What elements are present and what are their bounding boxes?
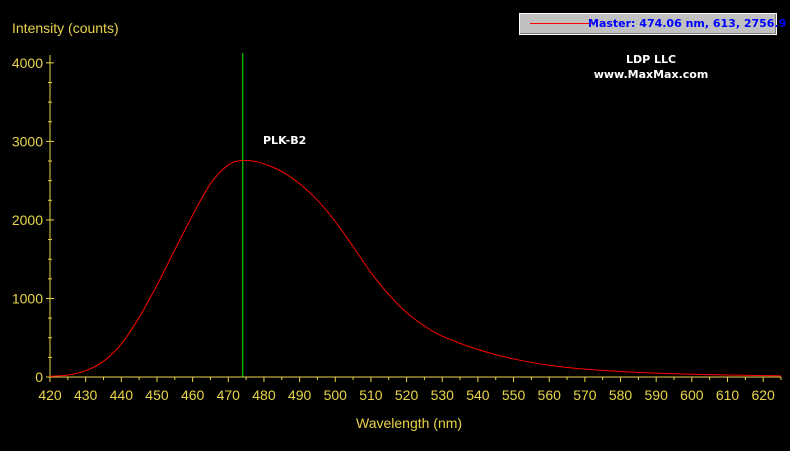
x-tick-label: 430 [74, 387, 98, 403]
x-tick-label: 560 [538, 387, 562, 403]
series-line-master [49, 159, 782, 377]
x-tick-label: 590 [645, 387, 669, 403]
ticks: 420 430 440 450 460 470 480 490 500 510 520 530 540 5… [12, 55, 782, 403]
y-tick-label: 4000 [12, 55, 43, 71]
plot-area [49, 53, 782, 377]
y-tick-label: 2000 [12, 212, 43, 228]
x-tick-label: 440 [110, 387, 134, 403]
x-tick-label: 460 [181, 387, 205, 403]
x-tick-label: 570 [573, 387, 597, 403]
x-tick-label: 450 [145, 387, 169, 403]
y-tick-label: 1000 [12, 290, 43, 306]
x-tick-label: 620 [751, 387, 775, 403]
legend-series-line [530, 23, 592, 24]
x-tick-label: 470 [217, 387, 241, 403]
x-tick-label: 510 [359, 387, 383, 403]
x-tick-label: 500 [324, 387, 348, 403]
x-tick-label: 420 [38, 387, 62, 403]
x-tick-label: 520 [395, 387, 419, 403]
x-tick-label: 540 [466, 387, 490, 403]
series-annotation: PLK-B2 [263, 134, 307, 147]
y-axis-title: Intensity (counts) [12, 20, 119, 36]
x-tick-label: 490 [288, 387, 312, 403]
y-tick-label: 0 [35, 369, 43, 385]
brand-name: LDP LLC [625, 53, 677, 66]
legend-box[interactable]: Master: 474.06 nm, 613, 2756.9 [519, 13, 786, 35]
x-tick-label: 550 [502, 387, 526, 403]
y-tick-label: 3000 [12, 133, 43, 149]
x-tick-label: 530 [431, 387, 455, 403]
x-tick-label: 610 [716, 387, 740, 403]
x-tick-label: 480 [252, 387, 276, 403]
x-tick-label: 600 [680, 387, 704, 403]
brand-url: www.MaxMax.com [593, 68, 709, 81]
x-tick-label: 580 [609, 387, 633, 403]
x-axis-title: Wavelength (nm) [356, 415, 463, 431]
axes [49, 55, 781, 378]
legend-readout: Master: 474.06 nm, 613, 2756.9 [588, 17, 787, 30]
